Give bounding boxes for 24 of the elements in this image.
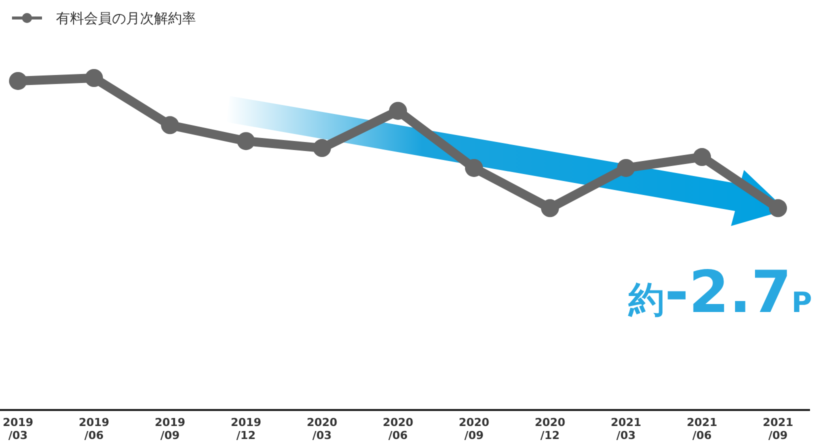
point <box>389 102 407 120</box>
x-tick-label: 2021/03 <box>610 416 642 441</box>
x-tick-label: 2019/03 <box>2 416 34 441</box>
x-tick-label: 2020/06 <box>382 416 414 441</box>
point <box>769 199 787 218</box>
x-tick-label: 2020/03 <box>306 416 338 441</box>
point <box>541 199 559 218</box>
point <box>237 132 255 150</box>
point <box>313 139 331 158</box>
x-tick-label: 2021/06 <box>686 416 718 441</box>
x-tick-label: 2019/06 <box>78 416 110 441</box>
point <box>85 69 103 87</box>
annotation: 約-2.7P <box>628 258 812 326</box>
point <box>693 148 711 166</box>
x-tick-label: 2020/12 <box>534 416 566 441</box>
point <box>465 158 483 177</box>
x-tick-label: 2020/09 <box>458 416 490 441</box>
x-tick-label: 2019/12 <box>230 416 262 441</box>
x-tick-label: 2019/09 <box>154 416 186 441</box>
point <box>161 116 179 134</box>
point <box>617 158 635 177</box>
legend-label: 有料会員の月次解約率 <box>56 11 196 27</box>
x-tick-label: 2021/09 <box>762 416 794 441</box>
point <box>9 72 27 90</box>
